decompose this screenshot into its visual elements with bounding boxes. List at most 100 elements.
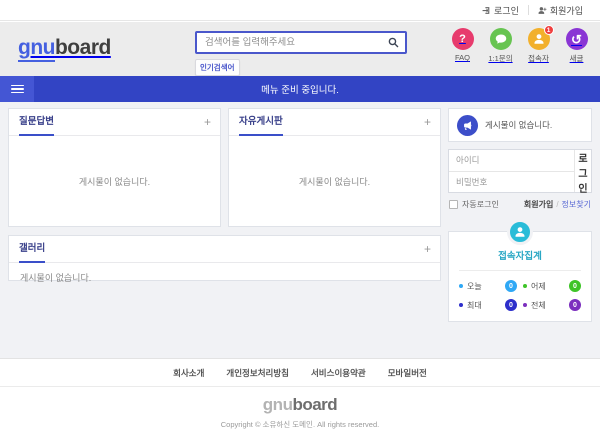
- quick-icon-menu: ? FAQ 1:1문의 1 접속자 ↺ 새글: [447, 25, 592, 64]
- main-menu-bar: 메뉴 준비 중입니다.: [0, 76, 600, 102]
- panel-more-button[interactable]: +: [423, 242, 431, 256]
- stat-max: 최대 0: [459, 299, 517, 311]
- stat-total: 전체 0: [523, 299, 581, 311]
- megaphone-icon: [457, 114, 478, 136]
- faq-label: FAQ: [454, 53, 470, 62]
- stat-dot: [459, 284, 463, 288]
- qna-quick-link[interactable]: 1:1문의: [485, 28, 516, 64]
- auto-login-label: 자동로그인: [462, 200, 499, 209]
- main-content: 질문답변 + 게시물이 없습니다. 자유게시판 + 게시물이 없습니다. 갤러리…: [0, 102, 600, 358]
- login-password-field[interactable]: [449, 171, 574, 192]
- footer-logo-board: board: [292, 395, 338, 414]
- stat-label: 전체: [531, 300, 546, 310]
- stat-today: 오늘 0: [459, 280, 517, 292]
- stat-value-badge: 0: [505, 299, 517, 311]
- search-area: 인기검색어: [195, 31, 407, 76]
- panel-title[interactable]: 질문답변: [19, 113, 54, 136]
- stat-dot: [523, 284, 527, 288]
- stat-yesterday: 어제 0: [523, 280, 581, 292]
- search-icon[interactable]: [388, 37, 399, 48]
- notice-box: 게시물이 없습니다.: [448, 108, 592, 142]
- visitors-quick-link[interactable]: 1 접속자: [523, 25, 554, 64]
- site-logo[interactable]: gnuboard: [18, 36, 111, 62]
- signup-link-label: 회원가입: [549, 5, 583, 16]
- footer-logo-gnu: gnu: [262, 395, 293, 414]
- login-inputs: [449, 150, 574, 192]
- visitor-stats-box: 접속자집계 오늘 0 어제 0 최대 0: [448, 219, 592, 322]
- stat-value-badge: 0: [569, 280, 581, 292]
- logo-gnu-text: gnu: [18, 36, 55, 62]
- panel-header: 질문답변 +: [9, 109, 220, 136]
- stat-label: 어제: [531, 281, 546, 291]
- panel-more-button[interactable]: +: [423, 115, 431, 129]
- signup-small-link[interactable]: 회원가입: [523, 200, 554, 209]
- top-utility-bar: 로그인 회원가입: [0, 0, 600, 21]
- visitor-stats-grid: 오늘 0 어제 0 최대 0 전체: [459, 280, 581, 311]
- login-button[interactable]: 로그인: [574, 150, 591, 195]
- topbar-divider: [527, 5, 529, 15]
- stat-value-badge: 0: [505, 280, 517, 292]
- site-header: gnuboard 인기검색어 ? FAQ 1:1문의: [0, 22, 600, 76]
- link-separator: /: [556, 200, 559, 209]
- footer-link-company[interactable]: 회사소개: [173, 367, 205, 378]
- qna-label: 1:1문의: [488, 54, 513, 63]
- search-input[interactable]: [205, 37, 388, 48]
- login-link[interactable]: 로그인: [473, 4, 528, 17]
- stat-dot: [459, 303, 463, 307]
- footer-copyright: Copyright © 소유하신 도메인. All rights reserve…: [220, 420, 380, 429]
- auto-login-checkbox[interactable]: [449, 200, 458, 209]
- hamburger-menu-button[interactable]: [0, 76, 34, 102]
- faq-quick-link[interactable]: ? FAQ: [447, 28, 478, 64]
- footer-link-mobile[interactable]: 모바일버전: [387, 367, 427, 378]
- logo-board-text: board: [54, 36, 111, 59]
- search-box: [195, 31, 407, 54]
- footer-brand: gnuboard Copyright © 소유하신 도메인. All right…: [0, 387, 600, 430]
- login-form: 로그인: [448, 149, 592, 195]
- stat-label: 최대: [467, 300, 482, 310]
- stat-dot: [523, 303, 527, 307]
- board-panel-gallery: 갤러리 + 게시물이 없습니다.: [8, 235, 441, 283]
- notice-empty-text: 게시물이 없습니다.: [485, 120, 553, 130]
- stat-label: 오늘: [467, 281, 482, 291]
- new-posts-quick-link[interactable]: ↺ 새글: [561, 28, 592, 64]
- panel-empty-text: 게시물이 없습니다.: [298, 176, 371, 187]
- login-link-label: 로그인: [494, 5, 519, 16]
- panel-title[interactable]: 갤러리: [19, 240, 46, 263]
- login-icon: [482, 6, 490, 14]
- history-icon: ↺: [565, 28, 588, 50]
- site-footer: 회사소개 개인정보처리방침 서비스이용약관 모바일버전 gnuboard Cop…: [0, 358, 600, 435]
- footer-link-terms[interactable]: 서비스이용약관: [310, 367, 366, 378]
- stat-value-badge: 0: [569, 299, 581, 311]
- faq-icon: ?: [451, 28, 474, 50]
- board-panel-free: 자유게시판 + 게시물이 없습니다.: [228, 108, 441, 227]
- visitors-label: 접속자: [528, 54, 549, 63]
- board-panel-qa: 질문답변 + 게시물이 없습니다.: [8, 108, 221, 227]
- footer-logo: gnuboard: [0, 395, 600, 415]
- login-options: 자동로그인 회원가입 / 정보찾기: [448, 199, 592, 210]
- panel-title[interactable]: 자유게시판: [239, 113, 283, 136]
- panel-more-button[interactable]: +: [203, 115, 211, 129]
- chat-bubble-icon: [489, 28, 512, 50]
- panel-empty-text: 게시물이 없습니다.: [78, 176, 151, 187]
- new-posts-label: 새글: [569, 54, 584, 63]
- visitor-stats-title: 접속자집계: [459, 248, 581, 271]
- signup-link[interactable]: 회원가입: [529, 4, 592, 17]
- panel-header: 갤러리 +: [9, 236, 440, 263]
- person-icon: 1: [527, 25, 554, 50]
- sidebar: 게시물이 없습니다. 로그인 자동로그인 회원가입/정보찾기: [448, 108, 592, 322]
- panel-header: 자유게시판 +: [229, 109, 440, 136]
- member-links: 회원가입 / 정보찾기: [524, 199, 591, 210]
- auto-login-option[interactable]: 자동로그인: [449, 199, 499, 210]
- visitors-count-badge: 1: [543, 25, 554, 35]
- footer-links-bar: 회사소개 개인정보처리방침 서비스이용약관 모바일버전: [0, 358, 600, 387]
- menu-status-message: 메뉴 준비 중입니다.: [261, 85, 339, 96]
- footer-link-privacy[interactable]: 개인정보처리방침: [226, 367, 289, 378]
- hamburger-icon: [10, 84, 24, 94]
- user-plus-icon: [538, 6, 547, 14]
- popular-keywords-badge[interactable]: 인기검색어: [195, 59, 240, 76]
- visitor-stats-icon: [507, 219, 533, 245]
- login-id-field[interactable]: [449, 150, 574, 172]
- find-info-link[interactable]: 정보찾기: [561, 200, 591, 209]
- panel-empty-text: 게시물이 없습니다.: [20, 273, 92, 283]
